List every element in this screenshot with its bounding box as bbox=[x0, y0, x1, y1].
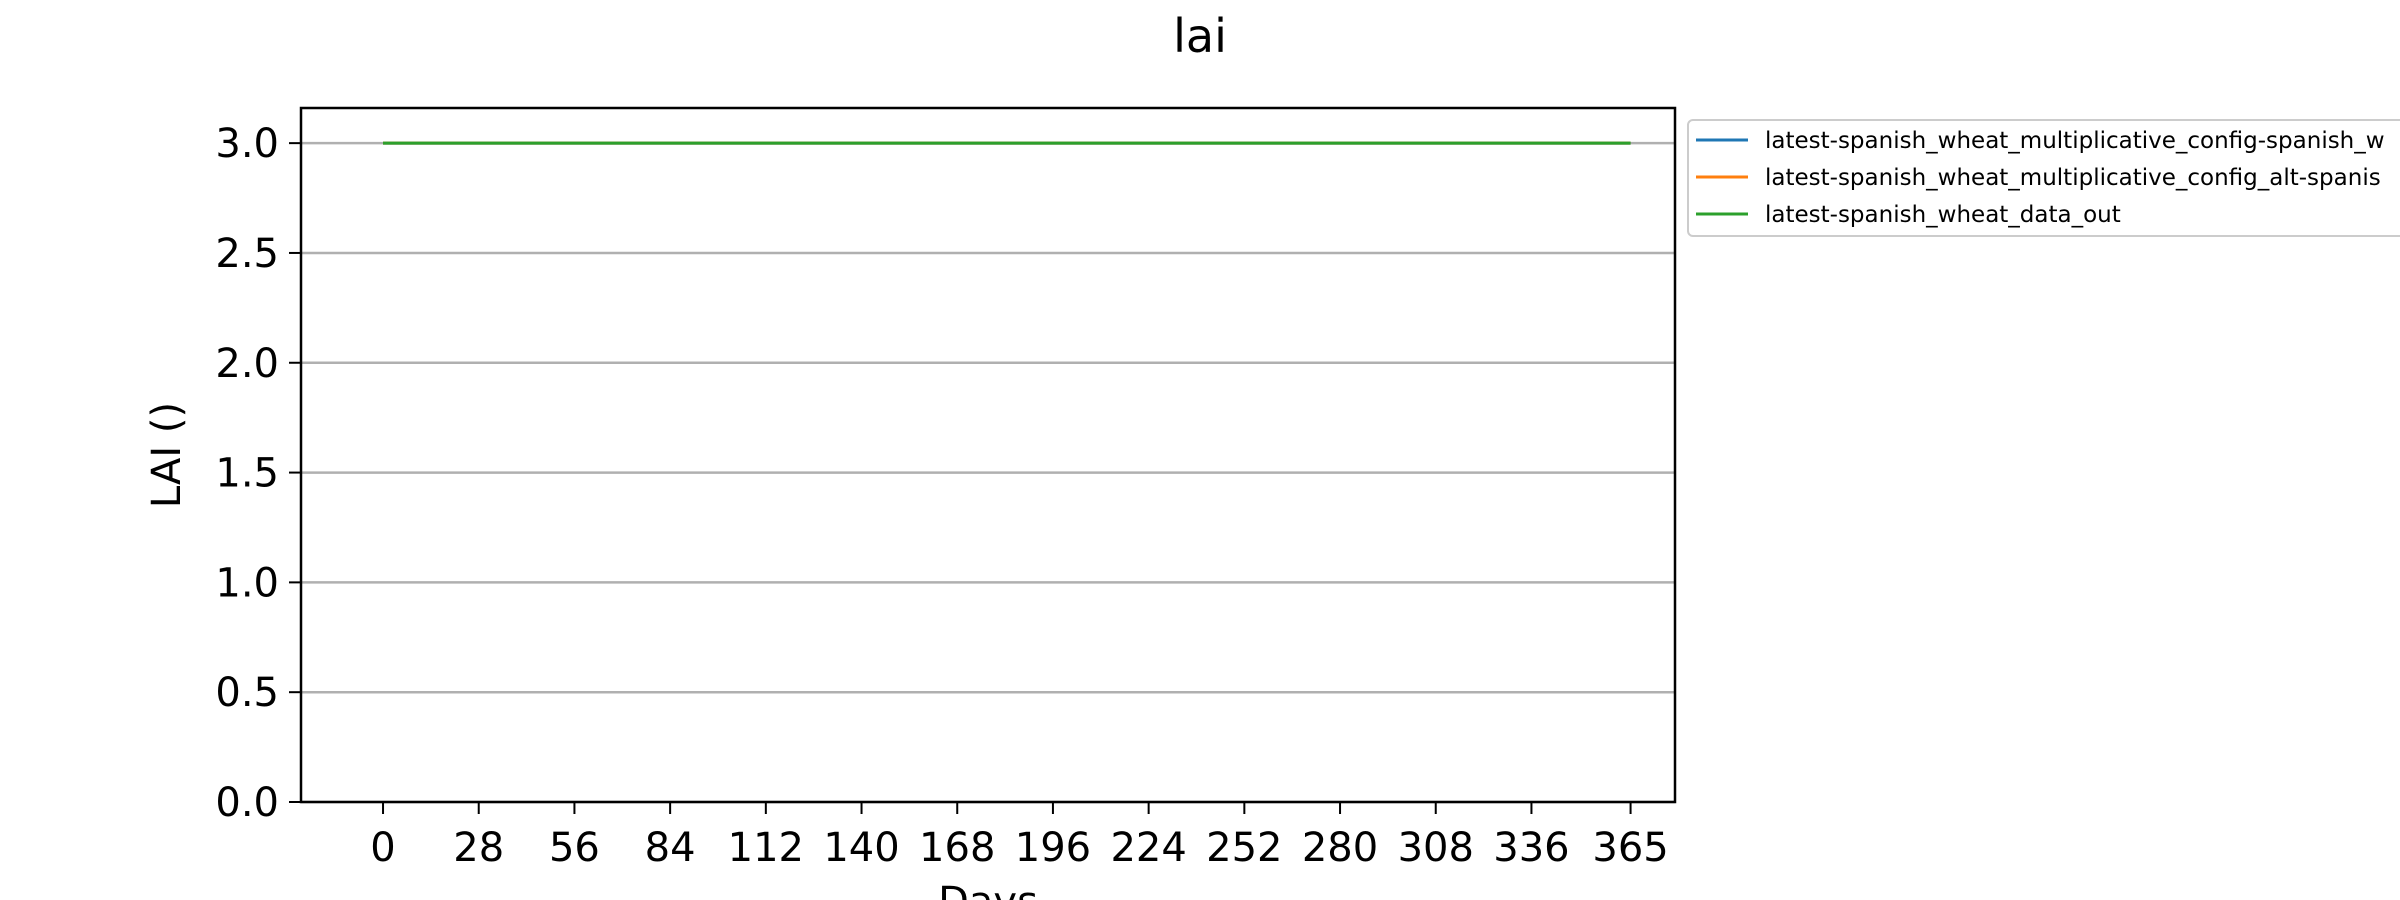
x-axis-title: Days bbox=[938, 879, 1038, 900]
legend-label: latest-spanish_wheat_multiplicative_conf… bbox=[1765, 128, 2385, 154]
y-tick-label: 1.0 bbox=[215, 560, 279, 606]
x-tick-label: 168 bbox=[919, 825, 995, 871]
x-tick-label: 140 bbox=[823, 825, 899, 871]
y-tick-label: 2.5 bbox=[215, 231, 279, 277]
x-tick-label: 280 bbox=[1302, 825, 1378, 871]
legend-label: latest-spanish_wheat_data_out bbox=[1765, 202, 2121, 228]
y-tick-label: 1.5 bbox=[215, 451, 279, 497]
grid-lines bbox=[301, 141, 1675, 804]
x-tick-label: 196 bbox=[1015, 825, 1091, 871]
y-axis-ticks: 0.0 0.5 1.0 1.5 2.0 2.5 3.0 bbox=[215, 121, 301, 826]
legend-box bbox=[1687, 119, 2400, 237]
x-tick-label: 308 bbox=[1398, 825, 1474, 871]
x-axis-ticks: 0 28 56 84 112 140 168 196 224 252 280 308 336 365 bbox=[370, 802, 1669, 871]
x-tick-label: 56 bbox=[549, 825, 600, 871]
plot-frame bbox=[299, 106, 1677, 804]
x-tick-label: 365 bbox=[1592, 825, 1668, 871]
x-tick-label: 28 bbox=[453, 825, 504, 871]
y-tick-label: 2.0 bbox=[215, 341, 279, 387]
chart-title: lai bbox=[1173, 9, 1227, 63]
x-tick-label: 0 bbox=[370, 825, 395, 871]
y-tick-label: 3.0 bbox=[215, 121, 279, 167]
y-tick-label: 0.0 bbox=[215, 780, 279, 826]
y-axis-title: LAI () bbox=[144, 402, 190, 508]
x-tick-label: 252 bbox=[1206, 825, 1282, 871]
y-tick-label: 0.5 bbox=[215, 670, 279, 716]
x-tick-label: 224 bbox=[1110, 825, 1186, 871]
legend: latest-spanish_wheat_multiplicative_conf… bbox=[1687, 119, 2400, 237]
x-tick-label: 112 bbox=[728, 825, 804, 871]
x-tick-label: 336 bbox=[1493, 825, 1569, 871]
legend-label: latest-spanish_wheat_multiplicative_conf… bbox=[1765, 165, 2381, 191]
x-tick-label: 84 bbox=[645, 825, 696, 871]
